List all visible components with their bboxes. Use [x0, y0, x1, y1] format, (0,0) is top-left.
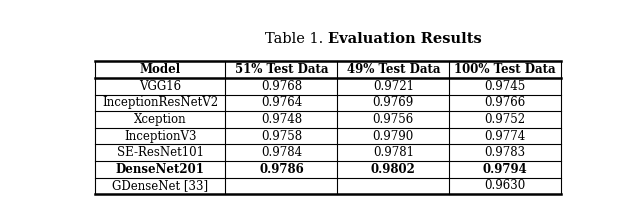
Text: SE-ResNet101: SE-ResNet101 — [116, 146, 204, 159]
Text: 0.9790: 0.9790 — [372, 129, 414, 143]
Text: 0.9786: 0.9786 — [259, 163, 304, 176]
Text: Xception: Xception — [134, 113, 186, 126]
Text: 0.9769: 0.9769 — [372, 96, 414, 109]
Text: 51% Test Data: 51% Test Data — [235, 63, 328, 76]
Text: 0.9781: 0.9781 — [372, 146, 414, 159]
Text: 49% Test Data: 49% Test Data — [346, 63, 440, 76]
Text: 0.9766: 0.9766 — [484, 96, 526, 109]
Text: 0.9756: 0.9756 — [372, 113, 414, 126]
Text: GDenseNet [33]: GDenseNet [33] — [112, 179, 208, 192]
Text: 0.9745: 0.9745 — [484, 80, 526, 93]
Text: 0.9783: 0.9783 — [484, 146, 525, 159]
Text: 0.9802: 0.9802 — [371, 163, 416, 176]
Text: 0.9764: 0.9764 — [260, 96, 302, 109]
Text: 0.9768: 0.9768 — [261, 80, 302, 93]
Text: 0.9784: 0.9784 — [261, 146, 302, 159]
Text: 0.9721: 0.9721 — [372, 80, 414, 93]
Text: DenseNet201: DenseNet201 — [116, 163, 205, 176]
Text: 0.9774: 0.9774 — [484, 129, 526, 143]
Text: Evaluation Results: Evaluation Results — [328, 32, 482, 46]
Text: 0.9758: 0.9758 — [261, 129, 302, 143]
Text: VGG16: VGG16 — [139, 80, 181, 93]
Text: 0.9630: 0.9630 — [484, 179, 526, 192]
Text: InceptionV3: InceptionV3 — [124, 129, 196, 143]
Text: 0.9794: 0.9794 — [483, 163, 527, 176]
Text: 0.9752: 0.9752 — [484, 113, 525, 126]
Text: 100% Test Data: 100% Test Data — [454, 63, 556, 76]
Text: 0.9748: 0.9748 — [261, 113, 302, 126]
Text: InceptionResNetV2: InceptionResNetV2 — [102, 96, 218, 109]
Text: Model: Model — [140, 63, 180, 76]
Text: Table 1.: Table 1. — [265, 32, 328, 46]
